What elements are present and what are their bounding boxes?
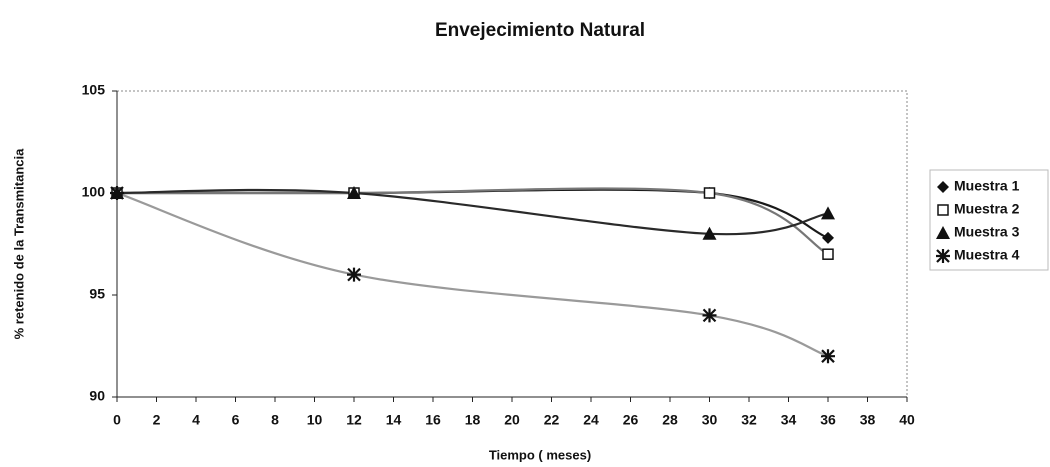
y-axis-label: % retenido de la Transmitancia	[11, 148, 26, 339]
x-tick-label: 40	[899, 412, 915, 428]
marker	[936, 226, 950, 239]
marker	[347, 267, 361, 282]
x-tick-label: 32	[741, 412, 757, 428]
y-tick-label: 105	[82, 82, 106, 98]
x-tick-label: 18	[465, 412, 481, 428]
x-tick-label: 38	[860, 412, 876, 428]
marker	[347, 186, 361, 199]
x-tick-label: 36	[820, 412, 836, 428]
marker	[822, 231, 834, 244]
x-tick-label: 24	[583, 412, 599, 428]
x-tick-label: 16	[425, 412, 441, 428]
legend-box	[929, 169, 1049, 271]
marker	[110, 186, 124, 200]
x-tick-label: 34	[781, 412, 797, 428]
series-line	[117, 188, 829, 239]
x-tick-label: 30	[702, 412, 718, 428]
x-tick-label: 22	[544, 412, 560, 428]
x-tick-label: 2	[153, 412, 161, 428]
x-tick-label: 14	[386, 412, 402, 428]
x-tick-label: 26	[623, 412, 639, 428]
legend-label: Muestra 3	[954, 224, 1020, 240]
y-tick-label: 100	[82, 184, 106, 200]
y-tick-label: 95	[89, 286, 105, 302]
series-line	[116, 191, 829, 358]
marker	[937, 181, 949, 193]
y-tick-label: 90	[89, 388, 105, 404]
marker	[822, 248, 834, 260]
marker	[821, 206, 835, 220]
marker	[703, 187, 716, 199]
x-tick-label: 8	[271, 412, 279, 428]
series-line	[117, 187, 829, 256]
legend-label: Muestra 4	[954, 247, 1020, 263]
x-tick-label: 28	[662, 412, 678, 428]
x-tick-label: 0	[113, 412, 121, 428]
x-tick-label: 4	[192, 412, 200, 428]
x-axis-label: Tiempo ( meses)	[489, 447, 591, 462]
series-line	[116, 188, 829, 236]
marker	[702, 226, 717, 240]
x-tick-label: 20	[504, 412, 520, 428]
x-tick-label: 6	[232, 412, 240, 428]
plot-frame	[116, 90, 908, 398]
marker	[937, 204, 949, 216]
chart-title: Envejecimiento Natural	[435, 20, 645, 41]
x-tick-label: 10	[307, 412, 323, 428]
legend-label: Muestra 2	[954, 201, 1020, 217]
marker	[702, 308, 717, 323]
marker	[821, 349, 835, 364]
marker	[936, 249, 950, 263]
x-tick-label: 12	[346, 412, 362, 428]
legend-label: Muestra 1	[954, 178, 1020, 194]
